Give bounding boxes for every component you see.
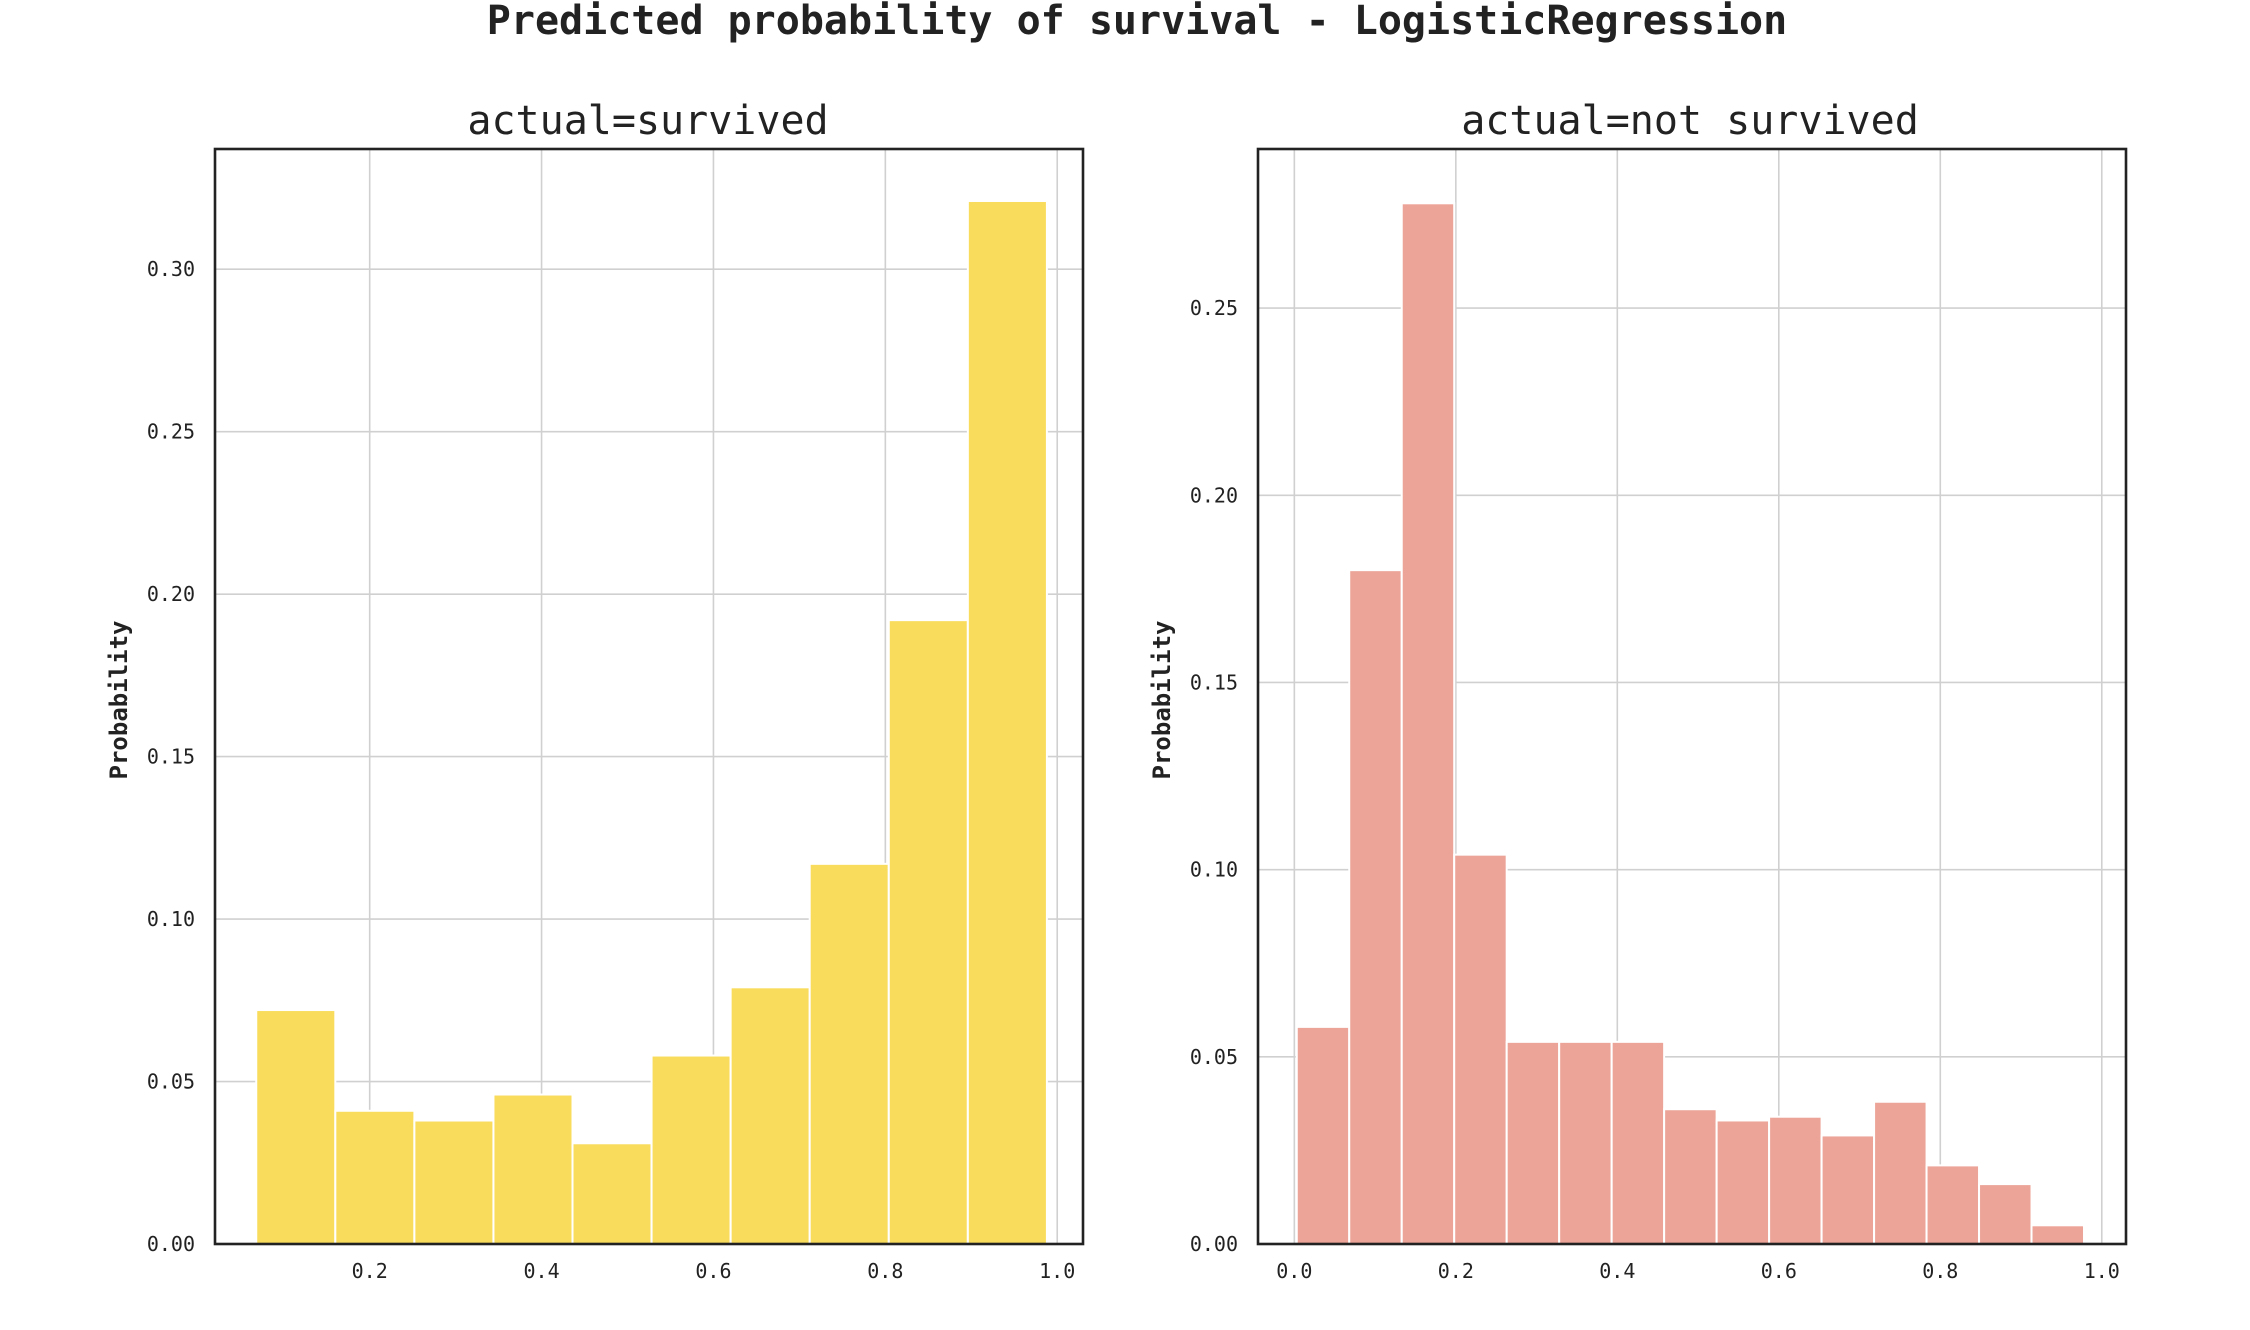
histogram-bar (2030, 1224, 2086, 1246)
y-tick-label: 0.10 (147, 907, 195, 931)
figure-suptitle: Predicted probability of survival - Logi… (487, 0, 1787, 44)
y-tick-label: 0.15 (147, 745, 195, 769)
y-tick-label: 0.25 (147, 420, 195, 444)
plot-frame (213, 147, 1085, 1246)
histogram-bar (413, 1119, 495, 1246)
y-axis-label: Probability (1148, 621, 1176, 780)
histogram-bar (1505, 1040, 1561, 1246)
histogram-bar (1925, 1164, 1981, 1246)
y-tick-label: 0.20 (1190, 483, 1238, 507)
histogram-bar (1453, 853, 1508, 1246)
histogram-bar (1295, 1025, 1351, 1246)
histogram-bar (571, 1142, 653, 1245)
plot-frame (1256, 147, 2128, 1246)
y-tick-label: 0.05 (1190, 1045, 1238, 1069)
bars (1295, 202, 2086, 1246)
y-tick-label: 0.00 (147, 1232, 195, 1256)
histogram-bar (334, 1109, 416, 1245)
histogram-bar (1663, 1108, 1718, 1245)
x-tick-label: 0.6 (1761, 1259, 1797, 1283)
y-tick-label: 0.25 (1190, 296, 1238, 320)
histogram-bar (1873, 1100, 1928, 1245)
histogram-bar (650, 1054, 732, 1245)
gridlines (215, 149, 1083, 1244)
histogram-bar (1978, 1183, 2033, 1245)
y-tick-label: 0.00 (1190, 1232, 1238, 1256)
x-tick-label: 0.8 (867, 1259, 903, 1283)
histogram-bar (887, 619, 969, 1245)
histogram-bar (808, 862, 890, 1245)
histogram-bar (1348, 569, 1403, 1245)
bars (255, 199, 1048, 1246)
y-tick-label: 0.10 (1190, 858, 1238, 882)
histogram-bar (1820, 1134, 1876, 1246)
histogram-bar (1610, 1040, 1666, 1246)
y-axis-label: Probability (105, 621, 133, 780)
x-tick-label: 0.8 (1922, 1259, 1958, 1283)
y-tick-label: 0.15 (1190, 670, 1238, 694)
x-tick-labels: 0.0 0.2 0.4 0.6 0.8 1.0 (1276, 1259, 2120, 1283)
y-tick-label: 0.20 (147, 582, 195, 606)
histogram-bar (966, 199, 1048, 1245)
x-tick-label: 0.4 (524, 1259, 560, 1283)
histogram-bar (1768, 1115, 1823, 1245)
x-tick-label: 0.4 (1599, 1259, 1635, 1283)
y-tick-label: 0.05 (147, 1070, 195, 1094)
histogram-bar (492, 1093, 574, 1246)
histogram-bar (729, 986, 811, 1245)
x-tick-labels: 0.2 0.4 0.6 0.8 1.0 (352, 1259, 1076, 1283)
panel-title: actual=not survived (1461, 98, 1919, 144)
histogram-bar (255, 1009, 337, 1245)
x-tick-label: 0.2 (352, 1259, 388, 1283)
y-tick-label: 0.30 (147, 257, 195, 281)
panel-survived: actual=survived Probability 0.2 0.4 0.6 0.8… (105, 98, 1085, 1283)
x-tick-label: 1.0 (2084, 1259, 2120, 1283)
histogram-bar (1715, 1119, 1771, 1246)
x-tick-label: 0.2 (1438, 1259, 1474, 1283)
histogram-bar (1400, 202, 1456, 1245)
x-tick-label: 0.6 (695, 1259, 731, 1283)
x-tick-label: 0.0 (1276, 1259, 1312, 1283)
x-tick-label: 1.0 (1039, 1259, 1075, 1283)
histogram-bar (1558, 1040, 1613, 1246)
gridlines (1258, 149, 2126, 1244)
y-tick-labels: 0.00 0.05 0.10 0.15 0.20 0.25 (1190, 296, 1238, 1256)
y-tick-labels: 0.00 0.05 0.10 0.15 0.20 0.25 0.30 (147, 257, 195, 1256)
panel-title: actual=survived (467, 98, 828, 144)
panel-not-survived: actual=not survived Probability 0.0 0.2 0.… (1148, 98, 2128, 1283)
